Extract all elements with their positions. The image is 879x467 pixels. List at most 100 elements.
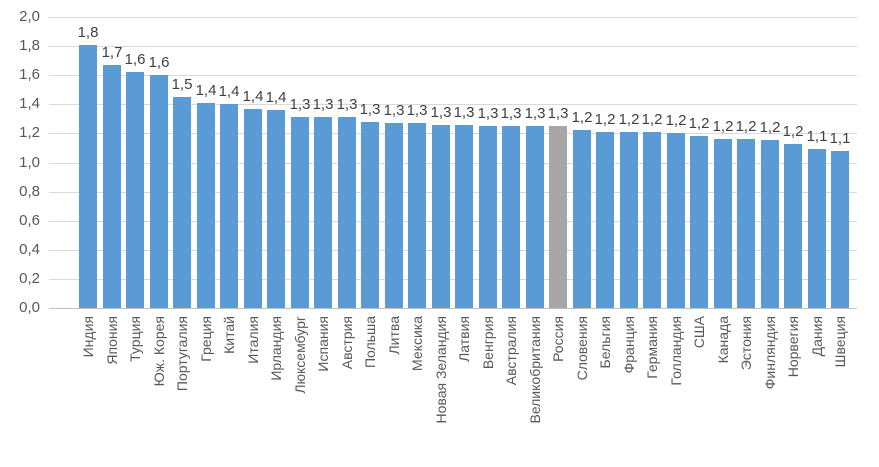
gridline — [49, 279, 857, 280]
chart-bar — [620, 132, 638, 308]
category-label: Германия — [644, 316, 660, 379]
gridline — [49, 163, 857, 164]
category-label: Норвегия — [785, 316, 801, 378]
chart-bar — [831, 151, 849, 308]
y-axis-tick-label: 1,6 — [19, 66, 40, 83]
bar-value-label: 1,2 — [618, 111, 640, 128]
y-axis-tick-label: 1,0 — [19, 154, 40, 171]
gridline — [49, 17, 857, 18]
category-label: Польша — [362, 316, 378, 369]
chart-bar — [761, 140, 779, 308]
category-label: Испания — [315, 316, 331, 372]
chart-bar — [385, 123, 403, 308]
chart-bar — [173, 97, 191, 308]
bar-value-label: 1,3 — [500, 105, 522, 122]
bar-value-label: 1,4 — [218, 83, 240, 100]
chart-bar — [432, 125, 450, 308]
chart-bar — [502, 126, 520, 308]
y-axis-tick-label: 0,0 — [19, 299, 40, 316]
chart-bar — [79, 45, 97, 308]
gridline — [49, 221, 857, 222]
category-label: Бельгия — [597, 316, 613, 369]
chart-bar — [596, 132, 614, 308]
y-axis-tick-label: 1,8 — [19, 37, 40, 54]
bar-value-label: 1,3 — [383, 102, 405, 119]
bar-value-label: 1,3 — [289, 96, 311, 113]
bar-value-label: 1,3 — [336, 96, 358, 113]
bar-value-label: 1,2 — [665, 112, 687, 129]
category-label: Юж. Корея — [151, 316, 167, 387]
category-label: Эстония — [738, 316, 754, 371]
category-label: Франция — [621, 316, 637, 374]
chart-bar — [667, 133, 685, 308]
bar-value-label: 1,7 — [101, 44, 123, 61]
bar-value-label: 1,2 — [571, 109, 593, 126]
bar-value-label: 1,8 — [77, 24, 99, 41]
bar-value-label: 1,6 — [124, 51, 146, 68]
gridline — [49, 75, 857, 76]
chart-bar — [338, 117, 356, 308]
category-label: Великобритания — [527, 316, 543, 424]
chart-bar — [361, 122, 379, 308]
bar-value-label: 1,4 — [265, 89, 287, 106]
category-label: Швеция — [832, 316, 848, 368]
bar-value-label: 1,5 — [171, 76, 193, 93]
y-axis-tick-label: 0,4 — [19, 241, 40, 258]
chart-bar — [714, 139, 732, 308]
chart-bar — [220, 104, 238, 308]
chart-bar — [479, 126, 497, 308]
chart-bar — [690, 136, 708, 308]
category-label: Япония — [104, 316, 120, 365]
bar-value-label: 1,3 — [453, 104, 475, 121]
category-label: Португалия — [174, 316, 190, 392]
category-label: Индия — [80, 316, 96, 358]
chart-bar — [643, 132, 661, 308]
chart-bar — [314, 117, 332, 308]
y-axis-tick-label: 2,0 — [19, 8, 40, 25]
y-axis-tick-label: 0,2 — [19, 270, 40, 287]
chart-bar — [455, 125, 473, 308]
category-label: Финляндия — [762, 316, 778, 390]
y-axis-tick-label: 0,8 — [19, 183, 40, 200]
bar-value-label: 1,2 — [641, 111, 663, 128]
y-axis-tick-label: 1,2 — [19, 124, 40, 141]
category-label: Австралия — [503, 316, 519, 386]
chart-bar — [808, 149, 826, 308]
gridline — [49, 250, 857, 251]
category-label: Люксембург — [292, 316, 308, 394]
chart-bar — [549, 126, 567, 308]
bar-value-label: 1,2 — [759, 119, 781, 136]
bar-value-label: 1,2 — [688, 115, 710, 132]
chart-bar — [784, 144, 802, 308]
chart-bar — [267, 110, 285, 308]
chart-bar — [126, 72, 144, 308]
chart-bar — [244, 109, 262, 308]
bar-value-label: 1,4 — [195, 82, 217, 99]
category-label: Новая Зеландия — [433, 316, 449, 424]
category-label: Турция — [127, 316, 143, 362]
gridline — [49, 133, 857, 134]
gridline — [49, 192, 857, 193]
category-label: Венгрия — [480, 316, 496, 370]
chart-bar — [408, 123, 426, 308]
chart-bar — [197, 103, 215, 308]
category-label: Австрия — [339, 316, 355, 370]
category-label: Дания — [809, 316, 825, 357]
y-axis-tick-label: 0,6 — [19, 212, 40, 229]
bar-value-label: 1,3 — [359, 101, 381, 118]
category-label: Канада — [715, 316, 731, 364]
chart-bar — [103, 65, 121, 308]
chart-bar — [291, 117, 309, 308]
bar-value-label: 1,2 — [594, 111, 616, 128]
bar-value-label: 1,4 — [242, 88, 264, 105]
bar-value-label: 1,3 — [477, 105, 499, 122]
chart-bar — [737, 139, 755, 308]
gridline — [49, 46, 857, 47]
chart-bar — [526, 126, 544, 308]
category-label: Ирландия — [268, 316, 284, 381]
bar-value-label: 1,3 — [430, 104, 452, 121]
x-axis-line — [49, 308, 857, 309]
category-label: Китай — [221, 316, 237, 354]
bar-value-label: 1,6 — [148, 54, 170, 71]
